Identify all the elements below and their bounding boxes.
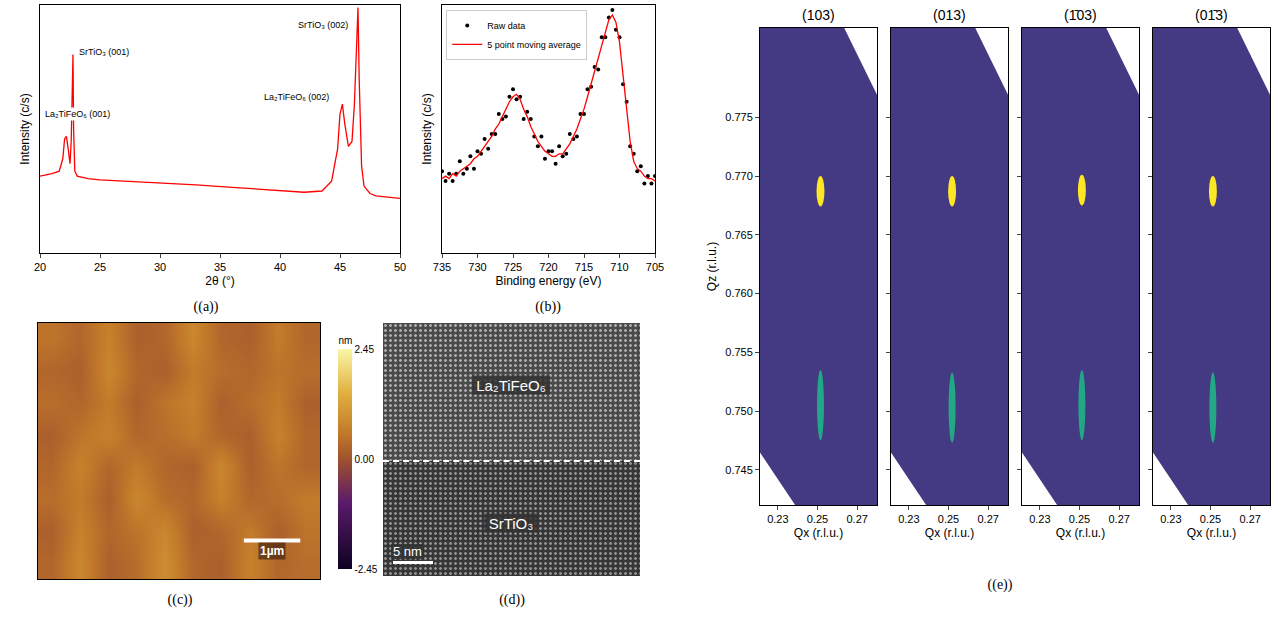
svg-text:0.760: 0.760 [725, 287, 753, 299]
svg-text:2θ (°): 2θ (°) [205, 274, 234, 288]
svg-text:0.23: 0.23 [1029, 513, 1050, 525]
svg-text:0.27: 0.27 [1239, 513, 1260, 525]
svg-text:710: 710 [610, 261, 628, 273]
svg-text:0.745: 0.745 [725, 464, 753, 476]
svg-text:0.770: 0.770 [725, 170, 753, 182]
svg-text:50: 50 [394, 261, 406, 273]
svg-text:0.25: 0.25 [807, 513, 828, 525]
svg-text:1µm: 1µm [260, 544, 284, 558]
svg-text:730: 730 [468, 261, 486, 273]
svg-text:0.750: 0.750 [725, 405, 753, 417]
svg-text:35: 35 [214, 261, 226, 273]
svg-text:SrTiO₃ (001): SrTiO₃ (001) [79, 47, 129, 57]
html-text:SrTiO₃: SrTiO₃ [488, 514, 534, 532]
html-text:5 nm: 5 nm [393, 544, 422, 559]
html-text:((e)): ((e)) [987, 577, 1013, 592]
svg-text:La₂TiFeO₆ (001): La₂TiFeO₆ (001) [45, 109, 110, 119]
svg-text:0.25: 0.25 [1069, 513, 1090, 525]
svg-text:725: 725 [504, 261, 522, 273]
svg-text:0.765: 0.765 [725, 229, 753, 241]
svg-text:40: 40 [274, 261, 286, 273]
svg-text:0.27: 0.27 [977, 513, 998, 525]
svg-text:Intensity (c/s): Intensity (c/s) [420, 93, 434, 164]
svg-text:(1̄03): (1̄03) [1064, 7, 1097, 23]
svg-text:735: 735 [433, 261, 451, 273]
svg-text:30: 30 [154, 261, 166, 273]
svg-text:Intensity (c/s): Intensity (c/s) [18, 93, 32, 164]
svg-text:0.00: 0.00 [355, 454, 375, 465]
svg-text:Qz (r.l.u.): Qz (r.l.u.) [705, 242, 719, 291]
svg-text:0.23: 0.23 [767, 513, 788, 525]
svg-text:0.27: 0.27 [846, 513, 867, 525]
html-text:((c)): ((c)) [167, 592, 193, 607]
svg-text:Qx (r.l.u.): Qx (r.l.u.) [794, 526, 843, 540]
svg-text:25: 25 [94, 261, 106, 273]
svg-text:(013): (013) [933, 7, 966, 23]
svg-text:720: 720 [539, 261, 557, 273]
svg-text:0.27: 0.27 [1108, 513, 1129, 525]
svg-text:-2.45: -2.45 [355, 564, 378, 575]
svg-text:20: 20 [34, 261, 46, 273]
svg-text:Qx (r.l.u.): Qx (r.l.u.) [1187, 526, 1236, 540]
svg-text:La₂TiFeO₆ (002): La₂TiFeO₆ (002) [264, 92, 329, 102]
svg-text:45: 45 [334, 261, 346, 273]
svg-text:0.23: 0.23 [1160, 513, 1181, 525]
html-text:((b)): ((b)) [535, 299, 561, 314]
html-text:((a)): ((a)) [193, 299, 219, 314]
svg-text:2.45: 2.45 [355, 344, 375, 355]
svg-text:0.25: 0.25 [1200, 513, 1221, 525]
svg-text:0.23: 0.23 [898, 513, 919, 525]
svg-text:0.755: 0.755 [725, 346, 753, 358]
svg-text:5 point moving average: 5 point moving average [487, 40, 581, 50]
svg-text:(103): (103) [802, 7, 835, 23]
html-text:((d)): ((d)) [499, 592, 525, 607]
svg-text:Raw data: Raw data [487, 21, 525, 31]
svg-text:(01̄3): (01̄3) [1195, 7, 1228, 23]
svg-text:Qx (r.l.u.): Qx (r.l.u.) [1056, 526, 1105, 540]
svg-text:0.775: 0.775 [725, 111, 753, 123]
svg-text:0.25: 0.25 [938, 513, 959, 525]
svg-text:SrTiO₃ (002): SrTiO₃ (002) [298, 20, 348, 30]
svg-text:Qx (r.l.u.): Qx (r.l.u.) [925, 526, 974, 540]
svg-text:705: 705 [646, 261, 664, 273]
svg-text:Binding energy (eV): Binding energy (eV) [495, 274, 601, 288]
html-text:La₂TiFeO₆: La₂TiFeO₆ [476, 376, 546, 394]
svg-text:715: 715 [575, 261, 593, 273]
svg-text:nm: nm [338, 335, 352, 346]
